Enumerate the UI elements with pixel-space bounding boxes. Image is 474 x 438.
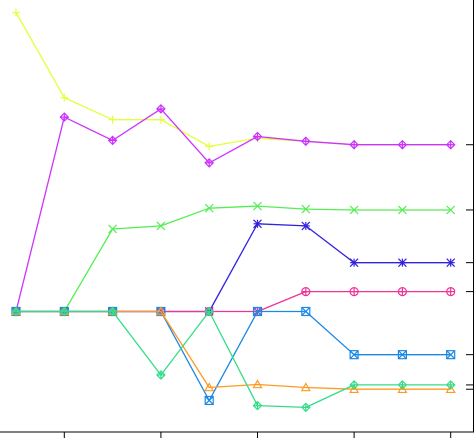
series-line: [16, 310, 451, 390]
data-point: [11, 306, 21, 317]
series-line: [16, 290, 451, 313]
data-point: [349, 205, 359, 215]
series-8: [11, 306, 456, 413]
series-line: [16, 205, 451, 313]
data-point: [204, 203, 214, 213]
data-point: [446, 258, 456, 268]
data-point: [59, 306, 70, 317]
data-point: [108, 115, 117, 124]
series-3: [11, 201, 456, 316]
data-point: [252, 306, 263, 317]
data-point: [156, 370, 166, 380]
data-point: [107, 135, 118, 146]
series-7: [10, 306, 456, 394]
data-point: [397, 287, 407, 297]
data-point: [397, 205, 407, 215]
data-point: [349, 139, 359, 150]
data-point: [156, 221, 166, 231]
data-point: [349, 350, 359, 360]
data-point: [445, 139, 456, 150]
data-point: [349, 383, 360, 394]
data-point: [205, 142, 214, 151]
data-point: [446, 205, 456, 215]
data-point: [156, 115, 165, 124]
data-point: [107, 306, 118, 317]
series-6: [11, 306, 456, 406]
data-point: [445, 380, 456, 390]
data-point: [446, 350, 456, 360]
series-1: [12, 8, 455, 151]
data-point: [349, 258, 359, 268]
data-point: [60, 93, 69, 102]
data-point: [204, 158, 215, 168]
data-point: [253, 219, 262, 229]
data-point: [349, 287, 359, 297]
series-line: [15, 108, 451, 312]
data-point: [252, 379, 263, 389]
data-point: [300, 136, 311, 147]
data-point: [397, 383, 408, 394]
data-point: [301, 287, 311, 297]
data-point: [108, 224, 118, 234]
data-point: [349, 380, 359, 390]
data-point: [204, 395, 214, 406]
data-point: [204, 306, 215, 317]
data-point: [445, 383, 456, 394]
series-line: [16, 310, 451, 402]
data-point: [397, 258, 407, 268]
series-line: [16, 310, 451, 409]
data-point: [252, 131, 263, 142]
data-point: [204, 382, 215, 392]
data-point: [155, 306, 166, 316]
data-point: [446, 287, 456, 297]
data-point: [301, 306, 311, 317]
data-point: [59, 112, 70, 122]
data-point: [397, 380, 408, 390]
series-line: [15, 12, 451, 148]
data-point: [301, 204, 311, 214]
data-point: [12, 8, 20, 17]
data-point: [301, 221, 311, 231]
series-line: [16, 223, 451, 313]
data-point: [397, 139, 408, 150]
data-point: [252, 400, 263, 411]
data-point: [300, 402, 311, 413]
series-4: [11, 219, 456, 316]
data-point: [300, 382, 311, 392]
data-point: [397, 350, 407, 360]
data-point: [253, 201, 262, 211]
data-point: [156, 104, 166, 114]
series-group: [10, 8, 456, 413]
